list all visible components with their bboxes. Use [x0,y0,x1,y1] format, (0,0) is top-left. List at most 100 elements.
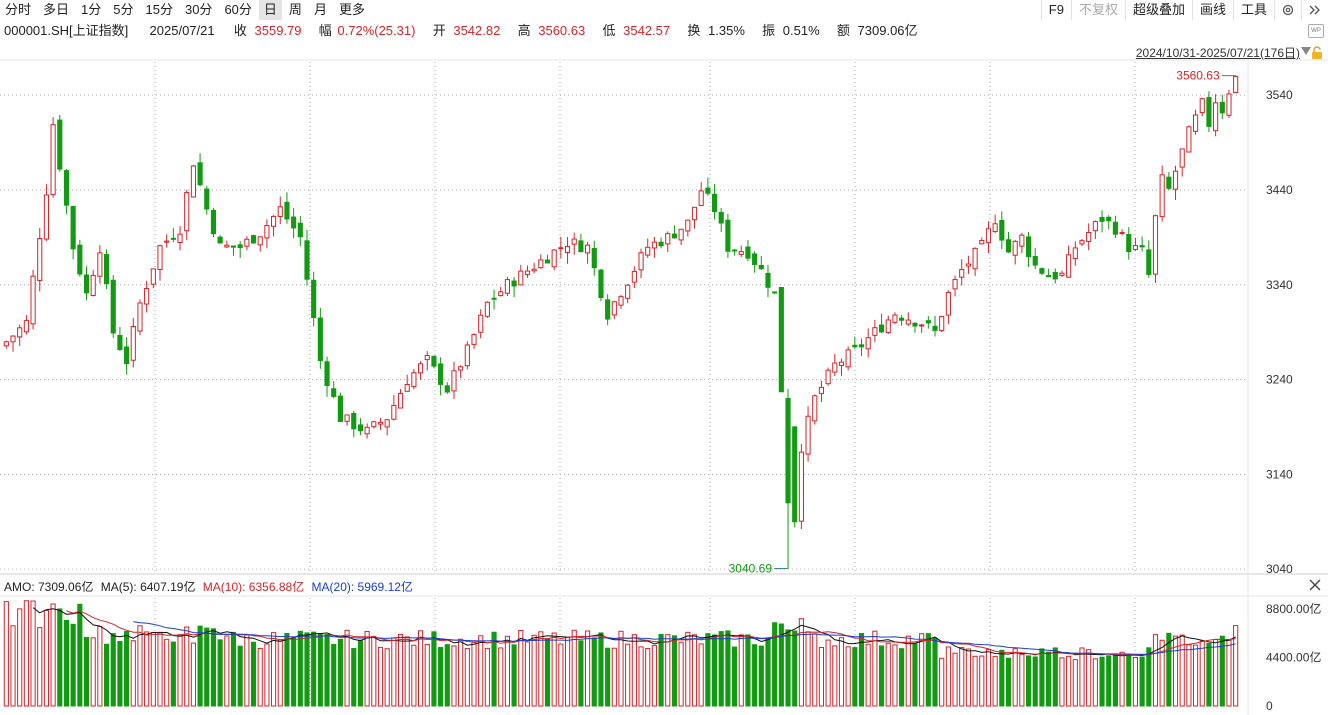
candle-body [317,317,323,362]
volume-bar [1219,635,1225,707]
candle-body [705,187,711,194]
gear-icon[interactable] [1274,0,1301,20]
candle-body [872,327,878,336]
candle-body [504,279,510,294]
range-dropdown-icon[interactable] [1301,47,1311,55]
volume-bar [177,634,183,707]
volume-bar [578,640,584,707]
candle-body [271,215,277,227]
tab-timeframe-1[interactable]: 多日 [43,2,70,17]
candle-body [838,361,845,366]
volume-bar [812,633,818,707]
close-icon[interactable] [1308,578,1322,592]
tab-timeframe-0[interactable]: 分时 [5,2,32,17]
symbol[interactable]: 000001.SH[上证指数] [4,23,129,38]
volume-bar [417,630,424,707]
volume-bar [551,632,557,707]
lock-icon[interactable] [1311,46,1323,60]
volume-bar [210,628,217,707]
volume-bar [504,635,510,707]
double-chevron-right-icon[interactable] [1301,0,1328,20]
volume-bar [765,637,771,707]
tab-timeframe-4[interactable]: 15分 [145,2,173,17]
candle-body [912,322,918,327]
tool-item-0[interactable]: F9 [1040,0,1071,20]
low-value: 3542.57 [623,23,671,38]
candle-body [979,240,985,245]
candle-body [1219,101,1225,114]
candle-body [124,346,130,365]
tab-timeframe-5[interactable]: 30分 [184,2,213,17]
candle-body [1166,176,1172,189]
candle-body [919,324,925,327]
volume-bar [798,618,804,707]
y-tick-label: 3440 [1266,183,1293,197]
volume-bar [284,632,290,707]
volume-bar [544,638,551,707]
candle-body [1132,245,1139,250]
tool-item-2[interactable]: 超级叠加 [1124,0,1192,20]
volume-bar [711,634,718,707]
volume-bar [1139,656,1145,707]
volume-bar [531,634,537,707]
volume-bar [698,643,704,707]
tab-timeframe-3[interactable]: 5分 [113,2,134,17]
candle-body [37,238,43,281]
volume-bar [351,648,357,707]
candle-body [691,206,698,221]
candle-body [825,369,831,385]
volume-bar [144,631,150,707]
candle-body [812,395,818,422]
volume-bar [832,645,838,707]
wp-badge[interactable]: WP [1308,24,1324,38]
close-value: 3559.79 [254,23,302,38]
volume-bar [725,630,731,707]
volume-bar [818,647,825,707]
candle-body [645,246,651,256]
tab-timeframe-6[interactable]: 60分 [224,2,252,17]
candle-body [725,219,731,252]
volume-y-tick-label: 8800.00亿 [1266,601,1321,616]
volume-bar [331,643,337,707]
tab-timeframe-9[interactable]: 月 [313,2,327,17]
tab-timeframe-8[interactable]: 周 [288,2,302,17]
volume-bar [237,645,243,707]
candle-body [97,252,103,277]
low-label: 低 [602,23,616,38]
candle-body [451,370,457,392]
volume-bar [952,652,958,707]
tool-item-4[interactable]: 工具 [1232,0,1274,20]
change-label: 幅 [318,23,332,38]
candle-body [331,388,337,397]
volume-bar [230,631,237,707]
volume-bar [872,630,878,707]
volume-bar [1072,659,1078,707]
amo-value: AMO: 7309.06亿 [4,580,94,594]
candle-body [1079,240,1085,245]
candle-body [658,241,664,247]
candle-body [778,286,784,393]
candle-body [1172,170,1179,190]
date-range-selector[interactable]: 2024/10/31-2025/07/21(176日) [1135,46,1300,60]
tab-timeframe-10[interactable]: 更多 [338,2,365,17]
high-label: 高 [517,23,531,38]
candle-body [952,279,958,290]
candle-body [364,426,370,435]
candle-body [458,366,464,371]
candle-body [992,223,998,233]
candle-body [564,246,571,253]
tool-item-3[interactable]: 画线 [1191,0,1233,20]
volume-y-tick-label: 4400.00亿 [1266,650,1321,665]
volume-bar [424,643,430,707]
volume-bar [357,639,364,707]
amo-ma20: MA(20): 5969.12亿 [311,580,413,594]
tab-timeframe-7[interactable]: 日 [258,0,282,20]
volume-bar [611,647,617,707]
tool-item-1[interactable]: 不复权 [1070,0,1125,20]
candle-body [939,316,945,332]
candle-body [1199,98,1205,114]
candle-body [311,279,317,319]
tab-timeframe-2[interactable]: 1分 [81,2,102,17]
candle-body [471,334,477,345]
